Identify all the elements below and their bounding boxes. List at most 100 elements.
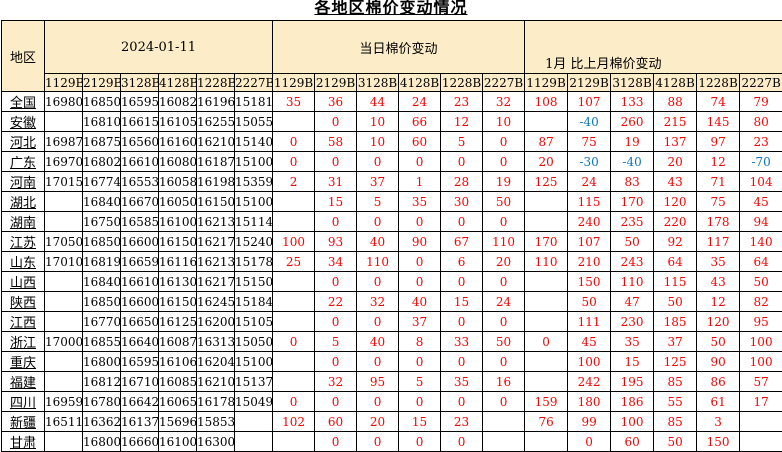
region-link[interactable]: 重庆 — [2, 352, 45, 372]
region-link[interactable]: 河北 — [2, 132, 45, 152]
monthly-change-cell: 195 — [611, 372, 654, 392]
region-link[interactable]: 湖南 — [2, 212, 45, 232]
region-link[interactable]: 福建 — [2, 372, 45, 392]
daily-change-cell: 36 — [315, 92, 357, 112]
region-link[interactable]: 湖北 — [2, 192, 45, 212]
monthly-change-cell — [525, 292, 568, 312]
monthly-change-cell: 55 — [654, 392, 697, 412]
price-cell: 15100 — [235, 152, 273, 172]
daily-change-cell: 32 — [357, 292, 399, 312]
monthly-change-cell: 100 — [568, 352, 611, 372]
daily-change-cell: 110 — [483, 232, 525, 252]
price-cell: 16150 — [159, 292, 197, 312]
daily-change-cell: 24 — [399, 92, 441, 112]
price-cell — [45, 432, 83, 452]
monthly-change-cell: 186 — [611, 392, 654, 412]
price-cell — [45, 212, 83, 232]
daily-change-cell: 23 — [441, 92, 483, 112]
region-link[interactable]: 陕西 — [2, 292, 45, 312]
monthly-change-cell: 12 — [697, 292, 740, 312]
monthly-change-cell: 47 — [611, 292, 654, 312]
daily-change-cell: 23 — [441, 412, 483, 432]
region-link[interactable]: 江苏 — [2, 232, 45, 252]
daily-change-cell: 10 — [357, 132, 399, 152]
region-link[interactable]: 山东 — [2, 252, 45, 272]
region-link[interactable]: 全国 — [2, 92, 45, 112]
daily-change-cell: 32 — [483, 92, 525, 112]
region-link[interactable]: 甘肃 — [2, 432, 45, 452]
grade-col-header: 2227B — [235, 74, 273, 92]
daily-change-cell: 100 — [273, 232, 315, 252]
monthly-change-cell: 50 — [654, 292, 697, 312]
price-cell: 16600 — [121, 292, 159, 312]
region-link[interactable]: 河南 — [2, 172, 45, 192]
price-cell: 16210 — [197, 132, 235, 152]
page-title: 各地区棉价变动情况 — [0, 0, 782, 20]
daily-change-cell: 35 — [399, 192, 441, 212]
price-cell — [45, 352, 83, 372]
daily-change-cell: 5 — [441, 132, 483, 152]
monthly-change-cell: 107 — [568, 232, 611, 252]
daily-change-cell: 40 — [357, 332, 399, 352]
monthly-change-cell: -70 — [740, 152, 782, 172]
daily-change-cell: 32 — [315, 372, 357, 392]
price-cell: 16875 — [83, 132, 121, 152]
region-link[interactable]: 浙江 — [2, 332, 45, 352]
region-link[interactable]: 山西 — [2, 272, 45, 292]
monthly-change-cell: 43 — [697, 272, 740, 292]
monthly-change-cell: 79 — [740, 92, 782, 112]
daily-change-cell: 0 — [315, 312, 357, 332]
monthly-change-cell: 104 — [740, 172, 782, 192]
daily-change-cell: 60 — [315, 412, 357, 432]
price-cell: 16080 — [159, 152, 197, 172]
daily-change-cell — [273, 112, 315, 132]
price-cell: 16245 — [197, 292, 235, 312]
price-cell — [45, 312, 83, 332]
monthly-change-cell: 99 — [568, 412, 611, 432]
daily-change-cell: 0 — [399, 392, 441, 412]
monthly-change-cell: 57 — [740, 372, 782, 392]
price-cell — [45, 192, 83, 212]
monthly-change-cell: 35 — [697, 252, 740, 272]
price-cell: 16670 — [121, 192, 159, 212]
price-cell: 16987 — [45, 132, 83, 152]
grade-col-header: 2129B — [568, 74, 611, 92]
daily-change-cell — [273, 212, 315, 232]
daily-change-cell: 0 — [357, 272, 399, 292]
daily-change-cell: 28 — [441, 172, 483, 192]
monthly-change-cell: 210 — [568, 252, 611, 272]
monthly-change-cell: 111 — [568, 312, 611, 332]
monthly-change-cell: 137 — [654, 132, 697, 152]
price-cell: 16819 — [83, 252, 121, 272]
price-cell: 16100 — [159, 212, 197, 232]
region-link[interactable]: 江西 — [2, 312, 45, 332]
daily-change-cell: 50 — [483, 192, 525, 212]
daily-change-cell: 20 — [357, 412, 399, 432]
price-cell: 16085 — [159, 372, 197, 392]
price-cell: 16610 — [121, 152, 159, 172]
daily-change-cell: 37 — [399, 312, 441, 332]
region-link[interactable]: 四川 — [2, 392, 45, 412]
daily-change-cell: 0 — [483, 152, 525, 172]
price-cell: 16595 — [121, 92, 159, 112]
region-link[interactable]: 新疆 — [2, 412, 45, 432]
monthly-change-cell: 82 — [740, 292, 782, 312]
daily-change-cell: 35 — [441, 372, 483, 392]
region-link[interactable]: 安徽 — [2, 112, 45, 132]
region-link[interactable]: 广东 — [2, 152, 45, 172]
price-cell: 16802 — [83, 152, 121, 172]
price-cell: 16130 — [159, 272, 197, 292]
daily-change-cell — [273, 372, 315, 392]
price-cell: 16511 — [45, 412, 83, 432]
daily-change-cell: 0 — [357, 152, 399, 172]
monthly-change-group-header: 1月 比上月棉价变动 — [525, 21, 782, 74]
monthly-change-cell: 17 — [740, 392, 782, 412]
daily-change-cell: 0 — [441, 392, 483, 412]
